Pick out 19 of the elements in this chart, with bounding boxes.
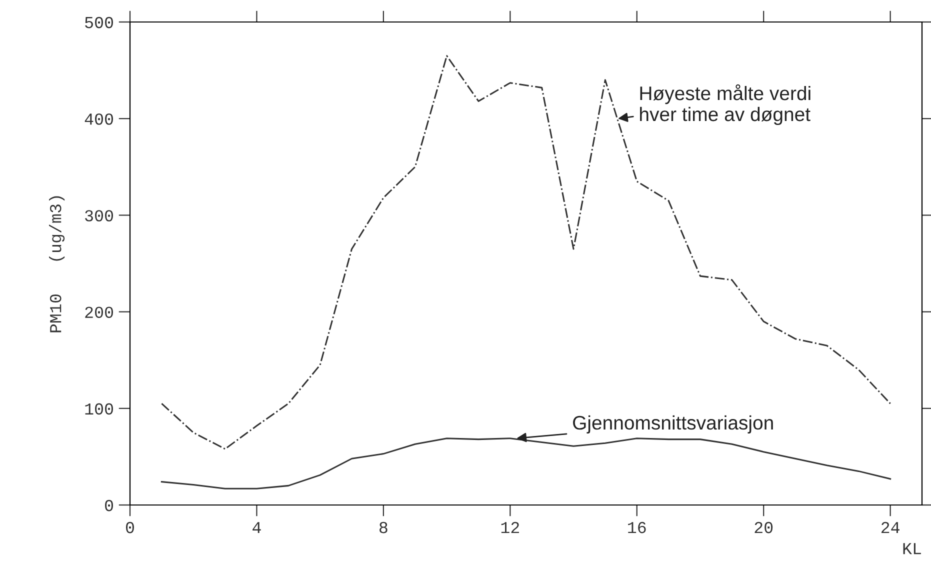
y-tick-label: 200	[85, 306, 113, 318]
y-tick-label: 0	[105, 500, 113, 512]
x-tick-label: 24	[881, 522, 900, 534]
y-tick-label: 500	[85, 16, 113, 28]
x-tick-label: 12	[501, 522, 519, 534]
x-tick-label: 20	[754, 522, 773, 534]
x-tick-label: 8	[380, 522, 388, 534]
annotation: Høyeste målte verdi hver time av døgnet	[640, 84, 810, 126]
annotation: Gjennomsnittsvariasjon	[573, 415, 773, 434]
y-tick-label: 400	[84, 113, 113, 125]
x-tick-label: 16	[628, 522, 646, 534]
x-tick-label: 0	[126, 522, 134, 534]
x-axis-title: KL	[903, 543, 921, 554]
x-tick-label: 4	[252, 522, 261, 534]
y-tick-label: 300	[85, 210, 113, 222]
y-tick-label: 100	[85, 403, 113, 415]
line-series	[160, 438, 892, 490]
y-axis-title: PM10 (ug/m3)	[49, 196, 65, 332]
line-series	[160, 55, 892, 450]
